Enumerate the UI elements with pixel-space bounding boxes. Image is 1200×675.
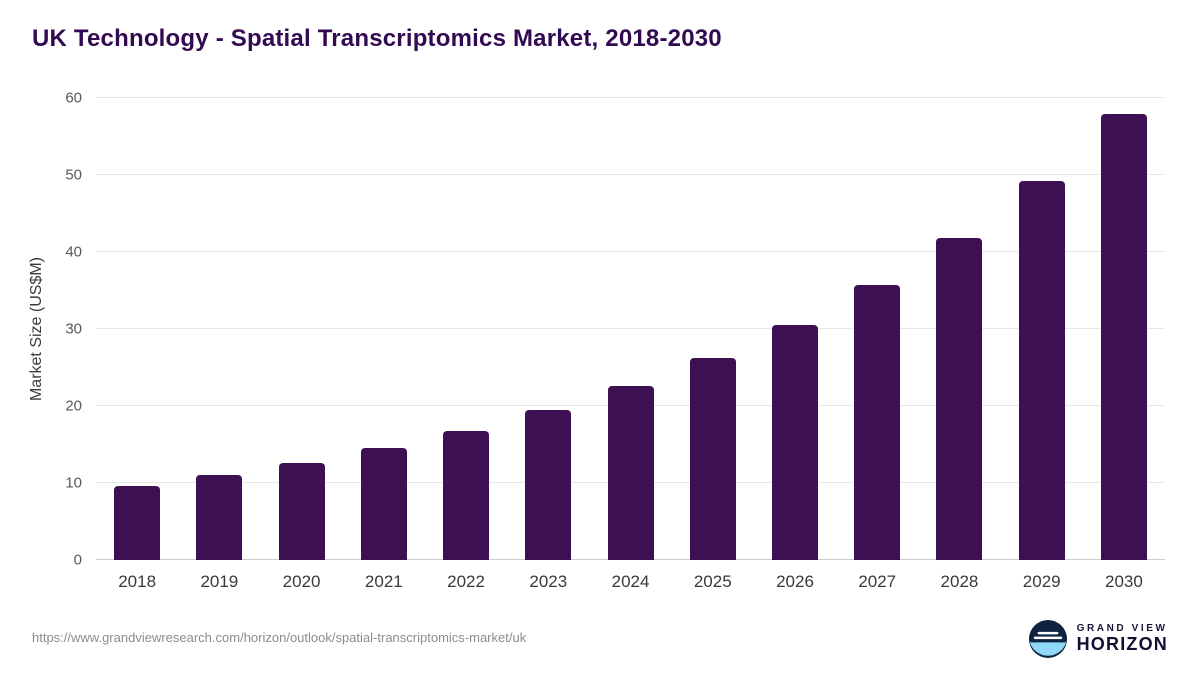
bar-2019 bbox=[196, 475, 243, 560]
brand-logo-text: GRAND VIEW HORIZON bbox=[1077, 623, 1168, 655]
bar-slot bbox=[1001, 98, 1083, 560]
bar-slot bbox=[343, 98, 425, 560]
bar-2022 bbox=[443, 430, 490, 560]
gridline bbox=[96, 97, 1165, 98]
y-tick-label: 0 bbox=[73, 551, 82, 569]
plot-area: 0 10 20 30 40 50 60 bbox=[65, 90, 1165, 569]
bar-2018 bbox=[114, 486, 161, 560]
gridline bbox=[96, 328, 1165, 329]
bar-2028 bbox=[936, 238, 983, 560]
x-tick-label: 2028 bbox=[940, 572, 979, 591]
x-axis-labels: 2018 2019 2020 2021 2022 2023 2024 2025 2026 2027… bbox=[96, 572, 1165, 592]
bar-2030 bbox=[1100, 114, 1147, 560]
brand-name-bottom: HORIZON bbox=[1076, 634, 1168, 655]
x-tick-label: 2020 bbox=[282, 572, 321, 591]
y-axis-title: Market Size (US$M) bbox=[26, 98, 48, 560]
source-url: https://www.grandviewresearch.com/horizo… bbox=[32, 630, 527, 645]
x-tick-label: 2024 bbox=[611, 572, 650, 591]
x-tick-label: 2026 bbox=[776, 572, 814, 591]
chart-title: UK Technology - Spatial Transcriptomics … bbox=[32, 25, 722, 52]
y-tick-label: 20 bbox=[65, 397, 82, 415]
bar-slot bbox=[754, 98, 836, 560]
bar-2026 bbox=[771, 325, 818, 560]
y-axis-title-text: Market Size (US$M) bbox=[28, 256, 45, 402]
x-tick-label: 2022 bbox=[447, 572, 485, 591]
gridline bbox=[96, 251, 1165, 253]
y-tick-label: 10 bbox=[65, 474, 82, 492]
y-tick-label: 30 bbox=[65, 320, 82, 338]
x-tick-label: 2023 bbox=[529, 572, 568, 591]
bar-slot bbox=[836, 98, 918, 560]
gridline bbox=[96, 174, 1165, 175]
bar-slot bbox=[507, 98, 589, 560]
bar-2024 bbox=[607, 385, 654, 560]
bar-2023 bbox=[525, 409, 572, 560]
bar-slot bbox=[425, 98, 507, 560]
bars-container bbox=[96, 98, 1165, 560]
horizon-sun-icon bbox=[1028, 620, 1067, 658]
bar-slot bbox=[96, 98, 178, 560]
bar-slot bbox=[260, 98, 342, 560]
bar-2029 bbox=[1018, 181, 1065, 560]
bar-2021 bbox=[360, 447, 407, 560]
bar-slot bbox=[672, 98, 754, 560]
y-tick-label: 50 bbox=[65, 166, 82, 184]
x-tick-label: 2027 bbox=[858, 572, 897, 591]
x-tick-label: 2029 bbox=[1022, 572, 1061, 591]
y-tick-label: 60 bbox=[65, 89, 82, 107]
x-tick-label: 2021 bbox=[364, 572, 403, 591]
bar-2025 bbox=[689, 358, 736, 560]
bar-2020 bbox=[278, 462, 325, 560]
bar-slot bbox=[589, 98, 671, 560]
bar-2027 bbox=[854, 285, 901, 560]
bar-slot bbox=[178, 98, 260, 560]
x-tick-label: 2030 bbox=[1105, 572, 1143, 591]
x-tick-label: 2018 bbox=[118, 572, 157, 591]
bar-slot bbox=[918, 98, 1000, 560]
y-tick-label: 40 bbox=[65, 243, 82, 261]
x-tick-label: 2025 bbox=[693, 572, 732, 591]
brand-name-top: GRAND VIEW bbox=[1076, 622, 1168, 634]
brand-logo: GRAND VIEW HORIZON bbox=[1028, 620, 1168, 658]
bar-slot bbox=[1083, 98, 1165, 560]
x-tick-label: 2019 bbox=[200, 572, 239, 591]
